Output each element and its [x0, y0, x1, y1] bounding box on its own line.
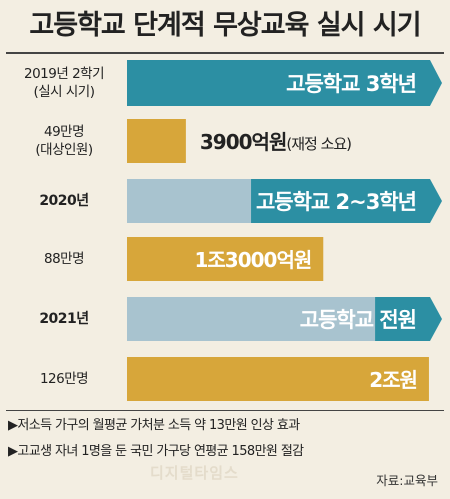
cost-label-0: 3900억원(재정 소요)	[200, 130, 351, 154]
row-label-3: 88만명	[0, 250, 128, 268]
note-1: ▶저소득 가구의 월평균 가처분 소득 약 13만원 인상 효과	[8, 418, 300, 433]
row-label-line1: 2021년	[39, 311, 89, 327]
row-label-4: 2021년	[0, 310, 128, 328]
phase-prev-bar-1	[127, 179, 252, 223]
title-rule	[6, 52, 444, 54]
row-label-1: 49만명 (대상인원)	[0, 123, 128, 159]
row-label-line1: 126만명	[39, 371, 89, 387]
note-2: ▶고교생 자녀 1명을 둔 국민 가구당 연평균 158만원 절감	[8, 444, 304, 459]
row-label-2: 2020년	[0, 192, 128, 210]
row-label-line1: 49만명	[43, 124, 85, 140]
row-label-line2: (실시 시기)	[33, 84, 95, 100]
row-label-line2: (대상인원)	[35, 142, 93, 158]
phase-label-0: 고등학교 3학년	[286, 72, 416, 96]
cost-bar-1	[127, 237, 324, 281]
cost-label-2: 2조원	[369, 368, 417, 392]
source-note: 자료:교육부	[376, 473, 438, 488]
cost-value: 3900억원	[200, 130, 286, 154]
phase-arrow-1	[251, 179, 442, 223]
cost-bar-2	[127, 357, 429, 401]
notes-rule	[6, 410, 444, 411]
row-label-0: 2019년 2학기 (실시 시기)	[0, 65, 128, 101]
row-label-line1: 88만명	[43, 251, 85, 267]
watermark: 디지털타임스	[150, 464, 239, 482]
chart-title: 고등학교 단계적 무상교육 실시 시기	[29, 10, 421, 41]
phase-label-2: 고등학교 전원	[300, 308, 416, 332]
cost-label-1: 1조3000억원	[194, 248, 311, 272]
phase-arrow-2	[375, 297, 442, 341]
phase-prev-bar-2	[127, 297, 376, 341]
row-label-5: 126만명	[0, 370, 128, 388]
cost-suffix: (재정 소요)	[286, 135, 351, 153]
cost-bar-0	[127, 119, 186, 163]
row-label-line1: 2020년	[39, 193, 89, 209]
phase-label-1: 고등학교 2~3학년	[256, 190, 416, 214]
chart-area: 고등학교 3학년 3900억원(재정 소요) 고등학교 2~3학년 1조3000억원고…	[127, 60, 442, 401]
phase-arrow-0	[127, 60, 442, 106]
row-label-line1: 2019년 2학기	[24, 66, 105, 82]
